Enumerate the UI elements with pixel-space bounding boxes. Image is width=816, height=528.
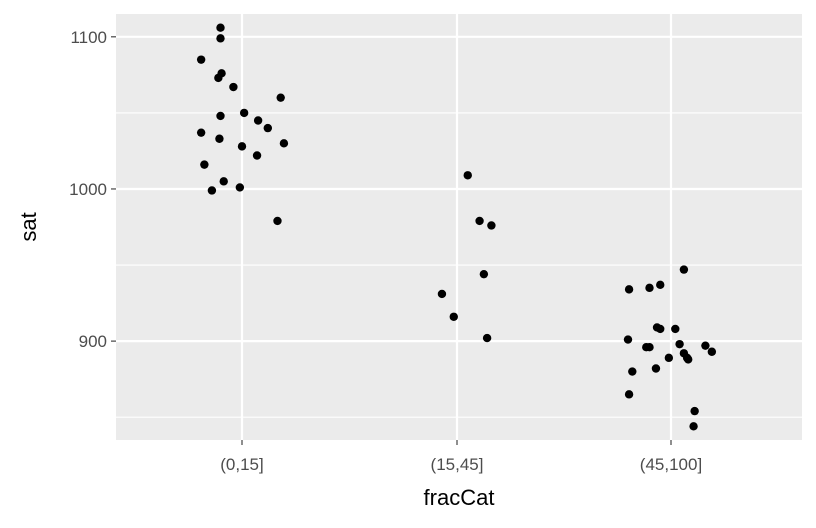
data-point xyxy=(253,116,263,125)
data-point xyxy=(437,289,447,299)
minor-grid xyxy=(116,112,802,418)
data-point xyxy=(237,142,247,151)
data-point xyxy=(217,69,226,78)
data-point xyxy=(449,312,458,321)
data-point xyxy=(200,160,209,169)
data-point xyxy=(487,221,496,230)
data-point xyxy=(645,342,654,352)
x-tick-label: (45,100] xyxy=(640,455,702,474)
data-point xyxy=(463,171,472,180)
data-point xyxy=(656,280,665,290)
data-point xyxy=(216,111,225,121)
data-point xyxy=(624,285,634,294)
data-point xyxy=(276,93,285,102)
data-points xyxy=(196,23,717,431)
data-point xyxy=(684,355,693,364)
data-point xyxy=(656,324,665,334)
data-point xyxy=(675,339,684,349)
data-point xyxy=(707,347,717,356)
major-grid xyxy=(116,14,802,440)
data-point xyxy=(235,183,245,192)
data-point xyxy=(689,422,698,431)
data-point xyxy=(219,177,228,186)
y-axis-title: sat xyxy=(16,212,41,241)
x-tick-label: (15,45] xyxy=(431,455,484,474)
data-point xyxy=(679,265,689,274)
data-point xyxy=(215,134,224,143)
data-point xyxy=(664,353,674,363)
data-point xyxy=(279,139,289,148)
data-point xyxy=(216,34,225,43)
y-tick-label: 900 xyxy=(79,332,107,351)
data-point xyxy=(690,406,699,416)
data-point xyxy=(624,390,634,399)
y-axis: 900 1000 1100 xyxy=(69,28,116,351)
y-tick-label: 1000 xyxy=(69,180,107,199)
data-point xyxy=(623,335,633,344)
data-point xyxy=(252,151,262,160)
data-point xyxy=(671,324,680,334)
data-point xyxy=(239,108,249,118)
y-tick-label: 1100 xyxy=(70,28,107,47)
data-point xyxy=(628,367,637,376)
data-point xyxy=(273,216,282,226)
data-point xyxy=(216,23,225,32)
data-point xyxy=(196,128,206,137)
data-point xyxy=(482,333,492,343)
x-tick-label: (0,15] xyxy=(220,455,263,474)
data-point xyxy=(263,123,272,133)
data-point xyxy=(207,186,217,195)
data-point xyxy=(645,283,654,293)
data-point xyxy=(479,269,489,279)
data-point xyxy=(229,82,238,92)
data-point xyxy=(196,55,206,64)
x-axis: (0,15] (15,45] (45,100] xyxy=(220,440,702,474)
x-axis-title: fracCat xyxy=(424,485,495,510)
data-point xyxy=(475,216,484,226)
data-point xyxy=(701,341,710,350)
data-point xyxy=(651,364,661,373)
